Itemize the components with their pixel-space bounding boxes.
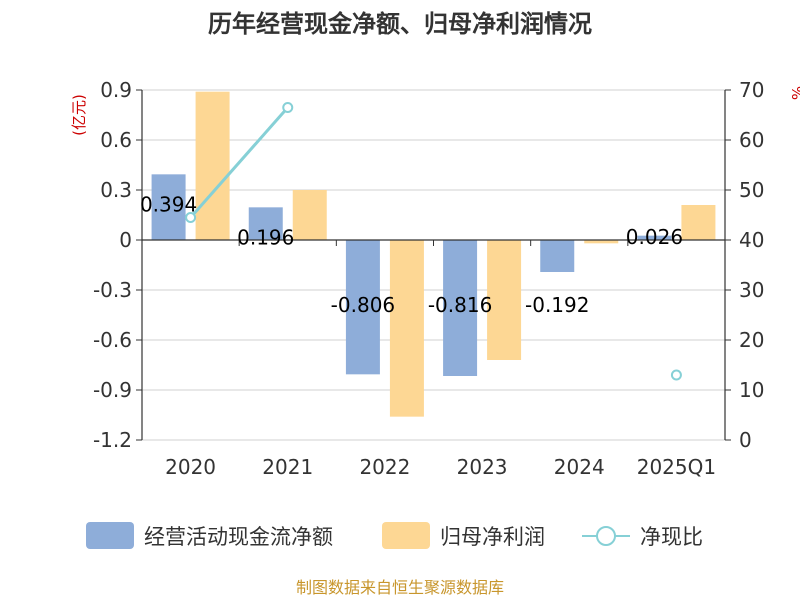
category-label: 2022: [359, 455, 410, 479]
ratio-point: [282, 102, 294, 113]
left-tick-label: -1.2: [93, 428, 132, 452]
bars: [151, 91, 716, 417]
bar-cashflow: [637, 235, 672, 240]
left-tick-label: -0.6: [93, 328, 132, 352]
category-label: 2025Q1: [637, 455, 716, 479]
source-note: 制图数据来自恒生聚源数据库: [296, 578, 504, 597]
ratio-line: [185, 102, 682, 381]
bar-profit: [487, 240, 522, 360]
legend[interactable]: 经营活动现金流净额 归母净利润 净现比: [86, 522, 703, 549]
legend-marker: [596, 526, 616, 546]
category-label: 2021: [262, 455, 313, 479]
bar-profit: [681, 205, 716, 240]
legend-item-profit[interactable]: 归母净利润: [382, 522, 545, 549]
bar-profit: [292, 190, 327, 240]
left-tick-label: 0: [119, 228, 132, 252]
left-tick-label: 0.6: [100, 128, 132, 152]
bar-cashflow: [443, 240, 478, 376]
legend-item-cashflow[interactable]: 经营活动现金流净额: [86, 522, 333, 549]
category-label: 2023: [457, 455, 508, 479]
left-tick-label: -0.3: [93, 278, 132, 302]
right-tick-label: 70: [739, 78, 764, 102]
legend-swatch: [86, 522, 134, 549]
left-tick-label: -0.9: [93, 378, 132, 402]
right-tick-label: 20: [739, 328, 764, 352]
data-label: -0.806: [331, 293, 395, 317]
bar-cashflow: [345, 240, 380, 375]
left-tick-label: 0.9: [100, 78, 132, 102]
data-label: 0.394: [140, 192, 197, 216]
legend-label: 归母净利润: [440, 525, 545, 549]
bar-cashflow: [540, 240, 575, 272]
legend-swatch: [382, 522, 430, 549]
bar-cashflow: [248, 207, 283, 240]
data-label: 0.026: [626, 225, 683, 249]
category-label: 2020: [165, 455, 216, 479]
left-tick-label: 0.3: [100, 178, 132, 202]
legend-item-ratio[interactable]: 净现比: [582, 525, 703, 549]
right-tick-label: 50: [739, 178, 764, 202]
bar-profit: [389, 240, 424, 417]
left-axis-unit: (亿元): [70, 94, 88, 136]
data-label: 0.196: [237, 225, 294, 249]
data-labels: 0.394 0.196 -0.806 -0.816 -0.192 0.026: [140, 192, 683, 317]
right-axis-unit: %: [789, 86, 800, 100]
right-tick-label: 40: [739, 228, 764, 252]
data-label: -0.192: [525, 293, 589, 317]
bar-profit: [195, 91, 230, 241]
right-tick-label: 10: [739, 378, 764, 402]
category-label: 2024: [554, 455, 605, 479]
bar-cashflow: [151, 174, 186, 240]
data-label: -0.816: [428, 293, 492, 317]
right-tick-label: 60: [739, 128, 764, 152]
legend-label: 经营活动现金流净额: [144, 525, 333, 549]
legend-label: 净现比: [640, 525, 703, 549]
right-tick-label: 30: [739, 278, 764, 302]
bar-profit: [584, 240, 619, 244]
right-tick-label: 0: [739, 428, 752, 452]
axes: 0.9 0.6 0.3 0 -0.3 -0.6 -0.9 -1.2 70 60 50 40 30 20 10…: [93, 78, 764, 479]
ratio-line-segment: [189, 106, 289, 219]
ratio-point: [185, 212, 197, 223]
ratio-point: [670, 369, 682, 381]
chart-title: 历年经营现金净额、归母净利润情况: [208, 10, 592, 38]
